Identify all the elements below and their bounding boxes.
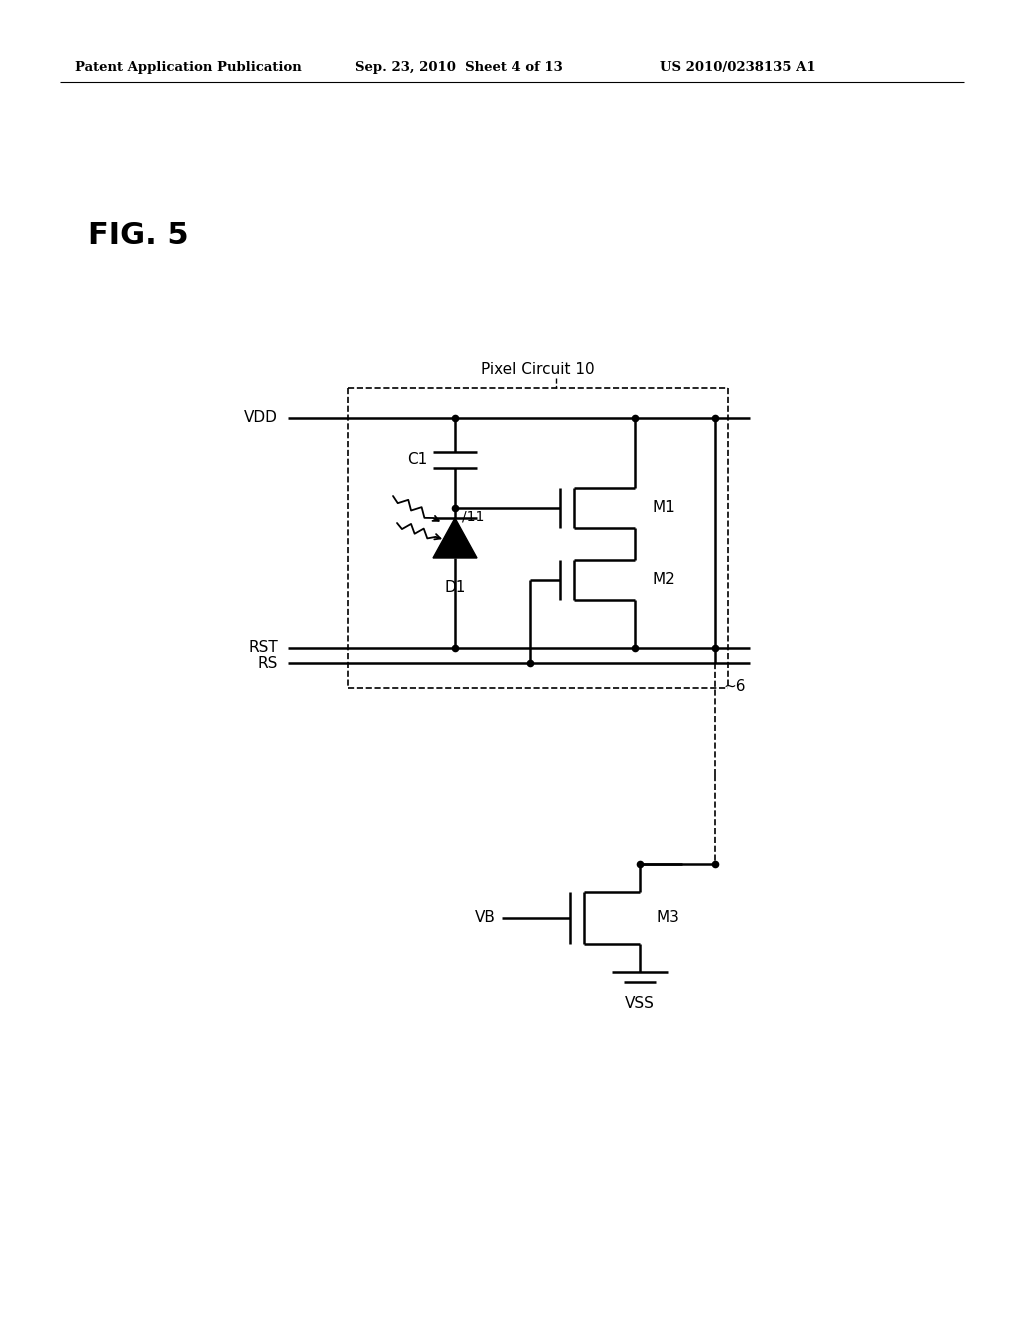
- Text: FIG. 5: FIG. 5: [88, 220, 188, 249]
- Text: M2: M2: [653, 573, 676, 587]
- Text: Pixel Circuit 10: Pixel Circuit 10: [481, 363, 595, 378]
- Text: /11: /11: [462, 510, 484, 524]
- Polygon shape: [433, 517, 477, 558]
- Text: VSS: VSS: [625, 997, 655, 1011]
- Text: ~6: ~6: [723, 678, 745, 694]
- Text: Patent Application Publication: Patent Application Publication: [75, 61, 302, 74]
- Text: RST: RST: [248, 640, 278, 656]
- Text: C1: C1: [407, 453, 427, 467]
- Text: M1: M1: [653, 500, 676, 516]
- Text: VB: VB: [475, 911, 496, 925]
- Text: US 2010/0238135 A1: US 2010/0238135 A1: [660, 61, 816, 74]
- Text: D1: D1: [444, 579, 466, 595]
- Text: RS: RS: [258, 656, 278, 671]
- Text: Sep. 23, 2010  Sheet 4 of 13: Sep. 23, 2010 Sheet 4 of 13: [355, 61, 563, 74]
- Text: M3: M3: [656, 911, 679, 925]
- Text: VDD: VDD: [244, 411, 278, 425]
